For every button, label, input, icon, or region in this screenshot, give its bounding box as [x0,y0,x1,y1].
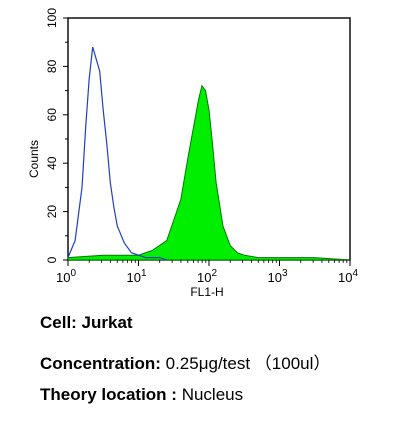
concentration-value: 0.25μg/test （100ul） [165,354,331,373]
y-tick-label: 20 [45,205,59,219]
y-tick-label: 40 [45,156,59,170]
flow-cytometry-histogram: 0 20 40 60 80 100 100 101 102 103 104 FL1-H Counts [27,8,358,299]
y-tick-label: 100 [45,8,59,28]
y-tick-label: 0 [45,256,59,263]
x-tick-label: 102 [197,268,217,285]
series-1-filled-area [67,84,351,261]
x-axis-label: FL1-H [190,285,223,299]
x-tick-label: 101 [126,268,146,285]
concentration-label: Concentration: [40,354,166,373]
x-tick-label: 103 [267,268,287,285]
series-0-outline [67,46,167,261]
y-axis-label: Counts [27,140,41,178]
location-caption: Theory location : Nucleus [40,385,243,405]
x-tick-label: 104 [338,268,358,285]
cell-caption: Cell: Jurkat [40,313,133,333]
y-tick-label: 60 [45,108,59,122]
location-value: Nucleus [181,385,244,404]
location-label: Theory location : [40,385,182,404]
x-tick-label: 100 [56,268,76,285]
concentration-caption: Concentration: 0.25μg/test （100ul） [40,349,330,374]
y-tick-label: 80 [45,59,59,73]
cell-label: Cell: Jurkat [40,313,133,332]
